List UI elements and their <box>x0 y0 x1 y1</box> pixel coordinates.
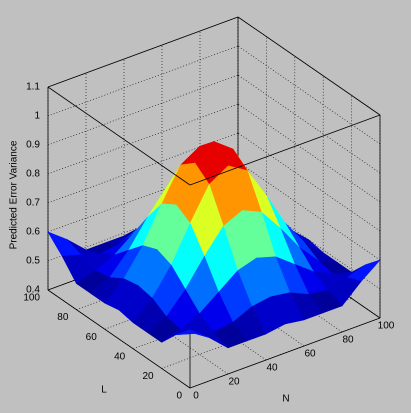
box-edge <box>189 114 381 186</box>
box-edge <box>237 16 381 116</box>
y-tick-label: 80 <box>57 312 69 323</box>
x-tick-label: 80 <box>342 335 354 346</box>
y-tick-label: 100 <box>23 293 40 304</box>
y-tick-label: 60 <box>86 332 98 343</box>
z-tick-label: 1.1 <box>26 82 40 93</box>
y-tick-label: 0 <box>176 391 182 402</box>
surface-face <box>175 329 210 338</box>
box-edge <box>47 289 191 389</box>
z-tick-label: 0.5 <box>26 256 40 267</box>
z-tick-label: 0.6 <box>26 227 40 238</box>
x-tick-label: 0 <box>193 391 199 402</box>
x-tick-label: 20 <box>228 377 240 388</box>
z-tick-label: 0.4 <box>26 285 40 296</box>
z-tick-label: 1 <box>34 111 40 122</box>
z-axis-label: Predicted Error Variance <box>9 140 20 249</box>
y-tick-label: 20 <box>142 371 154 382</box>
x-tick-label: 100 <box>378 321 395 332</box>
y-axis-label: L <box>101 385 107 396</box>
z-tick-label: 0.7 <box>26 198 40 209</box>
grid-line <box>47 74 239 146</box>
x-axis-label: N <box>282 394 289 405</box>
z-tick-label: 0.9 <box>26 140 40 151</box>
grid-line <box>47 16 239 88</box>
x-tick-label: 60 <box>304 349 316 360</box>
grid-line <box>189 317 381 389</box>
grid-line <box>47 103 239 175</box>
y-tick-label: 40 <box>114 351 126 362</box>
box-edge <box>47 86 191 186</box>
z-tick-label: 0.8 <box>26 169 40 180</box>
x-tick-label: 40 <box>266 363 278 374</box>
grid-line <box>47 45 239 117</box>
